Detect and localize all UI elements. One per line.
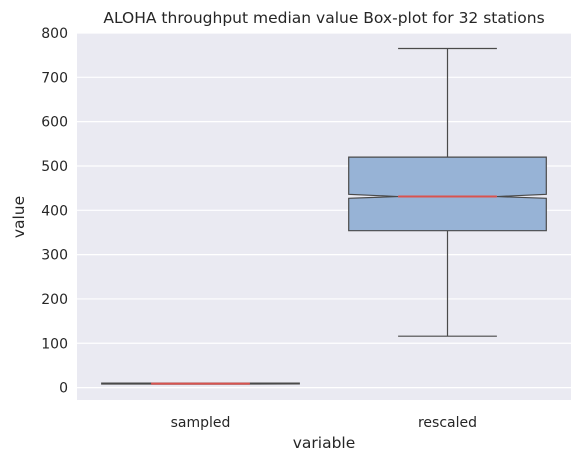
y-tick-label-500: 500 [41,159,68,175]
x-tick-labels: sampled rescaled [171,415,477,431]
y-tick-label-300: 300 [41,248,68,264]
y-tick-label-600: 600 [41,115,68,131]
y-tick-label-700: 700 [41,70,68,86]
x-axis-label: variable [293,434,356,452]
x-tick-label-rescaled: rescaled [418,415,477,431]
y-tick-label-0: 0 [59,381,68,397]
y-tick-label-400: 400 [41,203,68,219]
y-tick-label-800: 800 [41,26,68,42]
x-tick-label-sampled: sampled [171,415,231,431]
y-axis-label: value [10,196,28,238]
y-tick-label-200: 200 [41,292,68,308]
y-tick-labels: 0 100 200 300 400 500 600 700 800 [41,26,68,397]
y-tick-label-100: 100 [41,336,68,352]
box-sampled [102,383,300,384]
box-body [349,157,547,231]
chart-title: ALOHA throughput median value Box-plot f… [103,9,544,27]
